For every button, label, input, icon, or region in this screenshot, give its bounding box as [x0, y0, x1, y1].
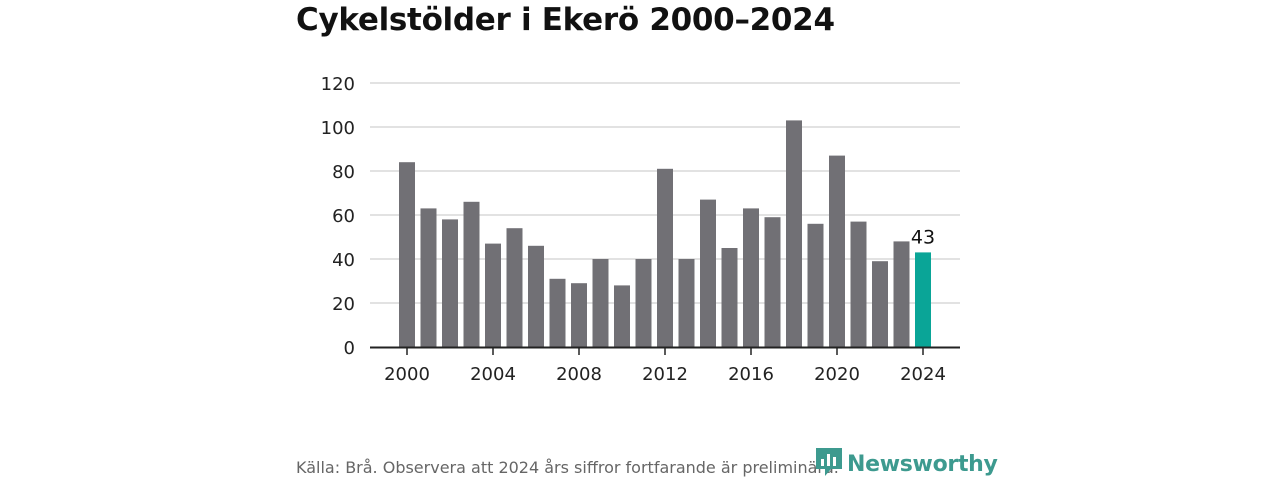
bar-chart: 0 20 40 60 80 100 120 2000 2004 2008 2012 2016 2020…: [321, 74, 960, 385]
x-tick-label-2000: 2000: [384, 364, 430, 385]
bar-2006: [528, 245, 544, 347]
bar-2017: [764, 217, 781, 347]
bars: [399, 120, 931, 348]
bar-2018: [786, 120, 802, 348]
bar-2016: [743, 208, 759, 347]
newsworthy-logo-icon: [815, 447, 843, 481]
newsworthy-logo: Newsworthy: [815, 447, 998, 481]
bar-2010: [614, 285, 630, 347]
bar-2023: [893, 241, 910, 347]
bar-2012: [657, 168, 673, 347]
y-tick-label-20: 20: [332, 294, 355, 315]
bar-2000: [399, 162, 415, 347]
source-note: Källa: Brå. Observera att 2024 års siffr…: [296, 458, 839, 477]
y-tick-label-60: 60: [332, 206, 355, 227]
y-tick-label-120: 120: [321, 74, 355, 95]
bar-2015: [721, 248, 738, 347]
x-axis-ticks: 2000 2004 2008 2012 2016 2020 2024: [384, 347, 946, 385]
y-axis-ticks: 0 20 40 60 80 100 120: [321, 74, 355, 359]
x-tick-label-2020: 2020: [814, 364, 860, 385]
x-tick-label-2012: 2012: [642, 364, 688, 385]
bar-2013: [678, 259, 695, 347]
y-tick-label-100: 100: [321, 118, 355, 139]
bar-2002: [442, 219, 458, 347]
data-label-2024: 43: [911, 226, 935, 248]
x-tick-label-2004: 2004: [470, 364, 516, 385]
x-tick-label-2024: 2024: [900, 364, 946, 385]
newsworthy-logo-text: Newsworthy: [847, 451, 998, 477]
bar-2021: [850, 221, 867, 347]
bar-2001: [420, 208, 437, 347]
bar-2022: [872, 261, 888, 347]
bar-2004: [485, 243, 501, 347]
x-tick-label-2008: 2008: [556, 364, 602, 385]
bar-2007: [549, 278, 566, 347]
bar-2011: [635, 259, 652, 347]
y-tick-label-0: 0: [344, 338, 355, 359]
y-tick-label-40: 40: [332, 250, 355, 271]
bar-2003: [463, 201, 480, 347]
bar-2009: [592, 259, 609, 347]
bar-2020: [829, 155, 845, 347]
bar-2005: [506, 228, 523, 347]
chart-title: Cykelstölder i Ekerö 2000–2024: [296, 2, 835, 38]
x-tick-label-2016: 2016: [728, 364, 774, 385]
bar-2008: [571, 283, 587, 347]
bar-2024: [915, 252, 931, 347]
y-tick-label-80: 80: [332, 162, 355, 183]
data-labels: 43: [911, 226, 935, 248]
bar-2019: [807, 223, 824, 347]
bar-2014: [700, 199, 716, 347]
